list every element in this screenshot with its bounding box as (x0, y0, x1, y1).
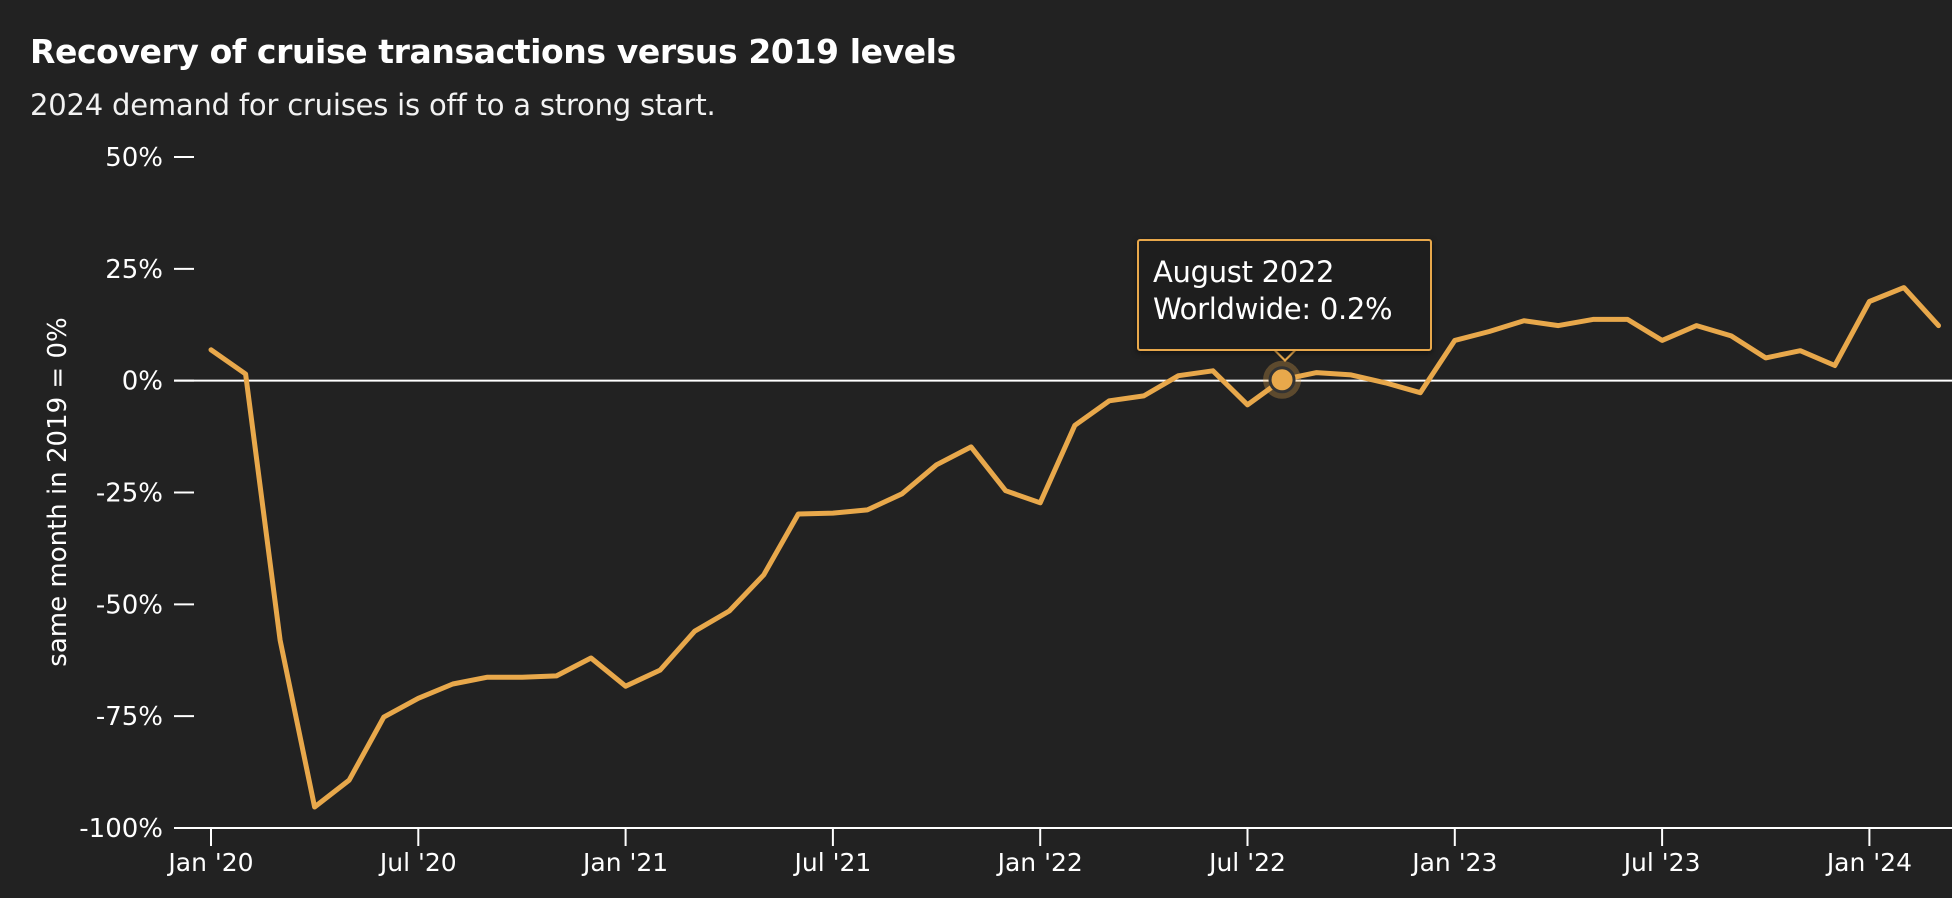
data-point[interactable] (445, 676, 461, 692)
x-tick-label: Jan '24 (1825, 848, 1912, 877)
data-point[interactable] (341, 772, 357, 788)
chart-title: Recovery of cruise transactions versus 2… (30, 32, 956, 71)
y-tick-label: 0% (122, 367, 163, 397)
data-point[interactable] (687, 623, 703, 639)
data-point[interactable] (618, 678, 634, 694)
y-axis: 50% 25% 0% -25% -50% -75% -100% (79, 143, 194, 844)
x-tick-label: Jul '21 (793, 848, 872, 877)
x-tick-label: Jul '22 (1207, 848, 1286, 877)
y-tick-label: -75% (96, 702, 163, 732)
data-point[interactable] (1447, 332, 1463, 348)
x-tick-label: Jan '20 (166, 848, 253, 877)
highlight-point[interactable] (1268, 366, 1296, 394)
data-point[interactable] (1758, 350, 1774, 366)
y-axis-title: same month in 2019 = 0% (43, 317, 73, 666)
y-tick-label: -25% (96, 479, 163, 509)
data-point[interactable] (1481, 323, 1497, 339)
data-point[interactable] (479, 669, 495, 685)
data-point[interactable] (1136, 388, 1152, 404)
data-point[interactable] (307, 799, 323, 815)
data-point[interactable] (1516, 313, 1532, 329)
data-point[interactable] (272, 632, 288, 648)
data-point[interactable] (859, 502, 875, 518)
data-point[interactable] (963, 439, 979, 455)
y-tick-label: 25% (105, 255, 163, 285)
data-point[interactable] (1032, 495, 1048, 511)
data-point[interactable] (1067, 417, 1083, 433)
data-point[interactable] (1378, 375, 1394, 391)
data-point[interactable] (1550, 318, 1566, 334)
tooltip-pointer-fill (1274, 348, 1296, 359)
data-point[interactable] (790, 506, 806, 522)
data-point[interactable] (652, 662, 668, 678)
data-point[interactable] (1412, 385, 1428, 401)
y-tick-label: -100% (79, 814, 163, 844)
data-point[interactable] (1309, 365, 1325, 381)
data-point[interactable] (238, 366, 254, 382)
data-point[interactable] (1723, 328, 1739, 344)
series-line (208, 285, 1941, 810)
data-point[interactable] (1896, 280, 1912, 296)
data-point[interactable] (998, 483, 1014, 499)
data-point[interactable] (1689, 318, 1705, 334)
data-point[interactable] (1654, 332, 1670, 348)
data-point[interactable] (1170, 368, 1186, 384)
data-point[interactable] (583, 650, 599, 666)
data-point[interactable] (203, 342, 219, 358)
y-tick-label: -50% (96, 590, 163, 620)
y-tick-label: 50% (105, 143, 163, 173)
tooltip-value: Worldwide: 0.2% (1153, 292, 1393, 326)
data-point[interactable] (721, 603, 737, 619)
x-tick-label: Jan '22 (996, 848, 1083, 877)
series-worldwide (203, 280, 1947, 815)
x-tick-label: Jul '20 (378, 848, 457, 877)
data-point[interactable] (1827, 357, 1843, 373)
data-point[interactable] (549, 668, 565, 684)
data-point[interactable] (1931, 318, 1947, 334)
data-point[interactable] (410, 690, 426, 706)
data-point[interactable] (1792, 343, 1808, 359)
x-tick-label: Jan '23 (1410, 848, 1497, 877)
data-point[interactable] (514, 669, 530, 685)
x-axis: Jan '20 Jul '20 Jan '21 Jul '21 Jan '22 Jul '… (166, 827, 1952, 877)
tooltip: August 2022 Worldwide: 0.2% (1137, 239, 1432, 351)
data-point[interactable] (1240, 397, 1256, 413)
x-tick-label: Jan '21 (581, 848, 668, 877)
data-point[interactable] (1343, 367, 1359, 383)
data-point[interactable] (1861, 293, 1877, 309)
data-point[interactable] (825, 505, 841, 521)
chart-subtitle: 2024 demand for cruises is off to a stro… (30, 88, 716, 122)
data-point[interactable] (929, 457, 945, 473)
data-point[interactable] (1205, 363, 1221, 379)
tooltip-date: August 2022 (1153, 255, 1335, 289)
data-point[interactable] (756, 567, 772, 583)
data-point[interactable] (894, 486, 910, 502)
data-point[interactable] (376, 709, 392, 725)
x-tick-label: Jul '23 (1622, 848, 1701, 877)
data-point[interactable] (1585, 311, 1601, 327)
data-point[interactable] (1620, 311, 1636, 327)
highlight-point-group (1263, 360, 1302, 399)
data-point[interactable] (1101, 393, 1117, 409)
